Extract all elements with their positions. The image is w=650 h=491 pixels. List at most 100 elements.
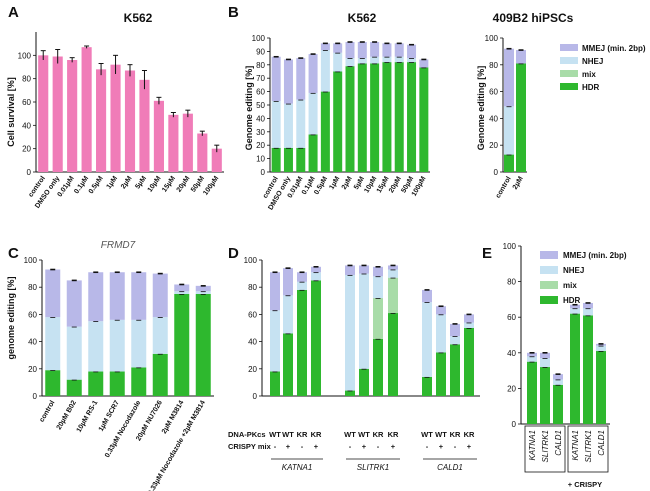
chart-d-bar-7-mix <box>388 277 398 314</box>
chart-a-xtick-label-1-m: 1µM <box>106 175 120 190</box>
chart-b-bar-3-nhej <box>308 92 318 135</box>
chart-a-bar-dmso-only <box>52 56 63 172</box>
chart-e-bar-2-mmej-min-2bp <box>553 374 563 380</box>
chart-d-crispy-11: + <box>467 442 472 451</box>
chart-c-bar-7-nhej <box>195 291 211 294</box>
chart-e-xtick-label-4: SLITRK1 <box>584 430 593 462</box>
legend-b-label-hdr: HDR <box>582 83 600 92</box>
chart-d-crispy-4: - <box>349 442 352 451</box>
chart-d-bar-2-mmej-min-2bp <box>297 272 307 282</box>
chart-c-ytick-label-20: 20 <box>28 365 37 374</box>
chart-b-bar-2-hdr <box>296 147 306 172</box>
chart-d-bar-4-mmej-min-2bp <box>345 265 355 275</box>
chart-b2: 0 20 40 60 80 100 control 2µM <box>485 34 527 200</box>
chart-b2-ytick-label-0: 0 <box>494 168 499 177</box>
chart-b2-bar-1-hdr <box>516 63 526 172</box>
chart-b-bar-5-hdr <box>333 71 343 172</box>
chart-b-bar-11-mmej-min-2bp <box>407 44 417 59</box>
chart-d-crispy-6: - <box>377 442 380 451</box>
chart-b-bar-1-mmej-min-2bp <box>283 59 293 104</box>
legend-b-label-mmej: MMEJ (min. 2bp) <box>582 44 646 53</box>
chart-e-bar-5-mmej-min-2bp <box>596 343 606 346</box>
panel-letter-e: E <box>482 245 492 262</box>
chart-e-bar-0-nhej <box>527 356 537 362</box>
chart-d-bar-2-nhej <box>297 281 307 290</box>
chart-c-ytick-label-0: 0 <box>33 392 38 401</box>
chart-e-ytick-label-80: 80 <box>507 278 516 287</box>
chart-b-bar-1-hdr <box>283 147 293 172</box>
chart-a-bar-0-1-m <box>81 47 92 172</box>
chart-e-bar-3-nhej <box>570 308 580 314</box>
chart-b-ytick-label-30: 30 <box>256 128 265 137</box>
chart-d-crispy-7: + <box>391 442 396 451</box>
chart-b-bar-11-nhej <box>407 58 417 63</box>
chart-b-bar-3-mmej-min-2bp <box>308 54 318 93</box>
chart-d-crispy-2: - <box>301 442 304 451</box>
chart-d-bar-11-mmej-min-2bp <box>464 314 474 323</box>
chart-d-row-label-dnapkcs: DNA-PKcs <box>228 430 266 439</box>
chart-a-title: K562 <box>124 11 153 25</box>
chart-d-bar-9-mmej-min-2bp <box>436 306 446 315</box>
chart-d-bar-11-hdr <box>464 328 474 396</box>
chart-b-bar-6-hdr <box>345 66 355 172</box>
chart-e-bar-3-mmej-min-2bp <box>570 304 580 309</box>
chart-b-bar-12-hdr <box>419 67 429 172</box>
legend-b: MMEJ (min. 2bp) NHEJ mix HDR <box>560 44 646 92</box>
chart-a-ytick-label-0: 0 <box>27 168 32 177</box>
chart-b2-title: 409B2 hiPSCs <box>493 11 574 25</box>
legend-e-swatch-mmej <box>540 251 558 259</box>
legend-e-swatch-mix <box>540 281 558 289</box>
chart-b-ytick-label-80: 80 <box>256 61 265 70</box>
chart-b-ytick-label-10: 10 <box>256 155 265 164</box>
chart-d-genotype-2: KR <box>297 430 308 439</box>
chart-d-ytick-label-80: 80 <box>248 283 257 292</box>
chart-a-bar-15-m <box>168 114 179 172</box>
chart-b-bar-8-mmej-min-2bp <box>370 42 380 57</box>
chart-c-bar-6-hdr <box>174 294 190 396</box>
chart-b-bar-3-hdr <box>308 134 318 172</box>
chart-c-bar-4-hdr <box>131 367 147 396</box>
chart-e-bar-4-nhej <box>583 308 593 316</box>
chart-a-bar-1-m <box>110 64 121 172</box>
chart-b-ytick-label-20: 20 <box>256 141 265 150</box>
chart-d-crispy-0: - <box>274 442 277 451</box>
chart-e-bar-4-hdr <box>583 315 593 424</box>
chart-b-bar-10-hdr <box>394 62 404 173</box>
chart-b-bar-7-hdr <box>357 63 367 172</box>
chart-d-bar-6-nhej <box>373 276 383 299</box>
chart-c-bar-0-mmej-min-2bp <box>45 269 61 318</box>
chart-b-bar-4-nhej <box>320 50 330 92</box>
chart-e: 0 20 40 60 80 100 KATNA1 SLITRK1 CALD1 KATNA1 SLIT… <box>503 242 610 473</box>
chart-a-xtick-label-5-m: 5µM <box>134 175 148 190</box>
chart-d-bar-5-mmej-min-2bp <box>359 265 369 274</box>
panel-letter-d: D <box>228 245 239 262</box>
chart-b-ytick-label-0: 0 <box>261 168 266 177</box>
chart-e-ytick-label-0: 0 <box>512 420 517 429</box>
chart-b2-ylabel: Genome editing [%] <box>476 66 486 151</box>
chart-d-bar-8-nhej <box>422 302 432 377</box>
chart-d-bar-3-nhej <box>311 272 321 281</box>
chart-b-bar-11-hdr <box>407 62 417 173</box>
chart-b-bar-0-mmej-min-2bp <box>271 56 281 101</box>
chart-c-bar-0-nhej <box>45 317 61 371</box>
chart-d-gene-katna1: KATNA1 <box>282 463 313 472</box>
chart-b2-ytick-label-80: 80 <box>489 61 498 70</box>
chart-c-bar-7-hdr <box>195 294 211 396</box>
chart-b-ytick-label-60: 60 <box>256 88 265 97</box>
chart-c-ytick-label-100: 100 <box>24 256 38 265</box>
chart-d-crispy-9: + <box>439 442 444 451</box>
chart-e-xtick-label-0: KATNA1 <box>528 430 537 461</box>
chart-a-xtick-label-10-m: 10µM <box>147 175 163 194</box>
chart-b-ytick-label-100: 100 <box>252 34 266 43</box>
chart-e-bar-1-nhej <box>540 358 550 368</box>
chart-c-bar-3-mmej-min-2bp <box>109 272 125 320</box>
chart-b-bar-9-hdr <box>382 62 392 173</box>
chart-d-genotype-3: KR <box>311 430 322 439</box>
chart-c-bar-1-hdr <box>66 379 82 396</box>
chart-d-ytick-label-60: 60 <box>248 310 257 319</box>
chart-d-ytick-label-100: 100 <box>244 256 258 265</box>
chart-d-crispy-3: + <box>314 442 319 451</box>
chart-e-bar-0-hdr <box>527 361 537 424</box>
